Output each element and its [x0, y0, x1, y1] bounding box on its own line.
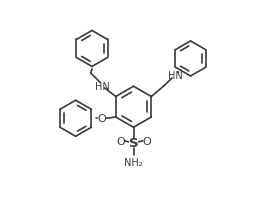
Text: S: S: [129, 137, 138, 149]
Text: HN: HN: [168, 71, 182, 81]
Text: HN: HN: [95, 82, 110, 92]
Text: O: O: [97, 114, 106, 124]
Text: O: O: [116, 136, 125, 146]
Text: NH₂: NH₂: [124, 158, 143, 167]
Text: O: O: [142, 136, 151, 146]
